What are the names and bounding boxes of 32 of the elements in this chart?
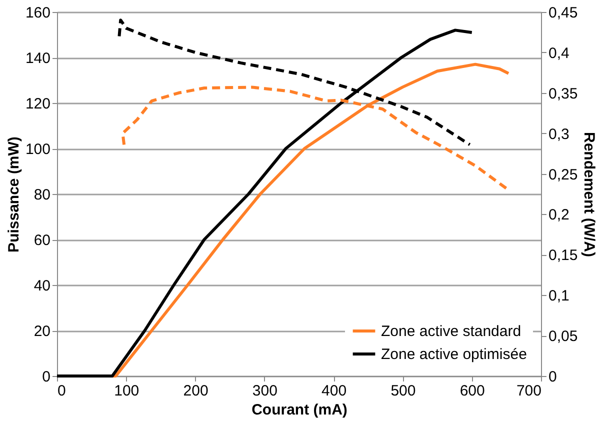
legend-label: Zone active optimisée (381, 346, 527, 363)
y2-tick-label: 0,1 (548, 288, 570, 305)
y2-tick-label: 0,2 (548, 206, 570, 224)
x-tick-label: 400 (322, 382, 347, 400)
y-axis-title: Puissance (mW) (5, 136, 22, 252)
y-tick-label: 160 (25, 4, 50, 22)
x-tick-label: 300 (252, 382, 278, 400)
y-tick-label: 60 (34, 232, 50, 249)
y2-tick-label: 0,15 (548, 247, 578, 264)
y2-tick-label: 0,05 (548, 328, 578, 346)
y-tick-label: 80 (34, 186, 50, 204)
y2-axis-title: Rendement (W/A) (580, 132, 598, 257)
x-tick-label: 500 (390, 382, 416, 400)
x-tick-label: 600 (460, 382, 485, 400)
y2-tick-label: 0,45 (548, 4, 578, 22)
y-tick-label: 40 (34, 278, 50, 294)
y2-tick-label: 0 (548, 368, 557, 386)
x-axis-title: Courant (mA) (252, 402, 348, 418)
y2-tick-label: 0,35 (548, 85, 578, 102)
y-tick-label: 100 (25, 141, 50, 158)
y2-tick-label: 0,25 (548, 166, 578, 184)
y-tick-label: 0 (42, 368, 50, 386)
y-tick-label: 120 (25, 96, 50, 112)
x-tick-label: 100 (114, 382, 140, 400)
legend-label: Zone active standard (381, 323, 522, 340)
y2-tick-label: 0,3 (548, 126, 570, 143)
x-tick-label: 200 (183, 382, 208, 400)
x-tick-label: 0 (58, 382, 66, 400)
y-tick-label: 140 (25, 50, 50, 67)
y-tick-label: 20 (34, 323, 50, 340)
x-tick-label: 700 (516, 382, 542, 400)
y2-tick-label: 0,4 (548, 44, 570, 62)
